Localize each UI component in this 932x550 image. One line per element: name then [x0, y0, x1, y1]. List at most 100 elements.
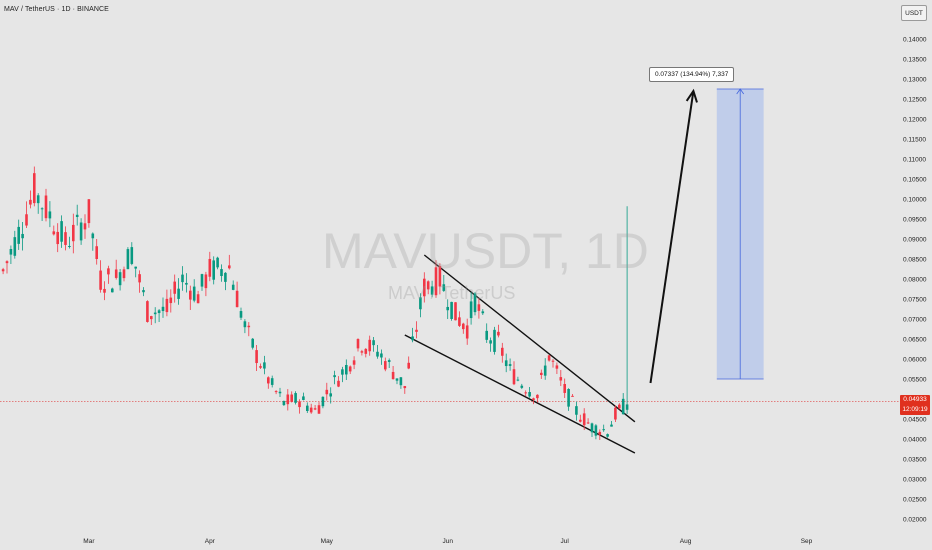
y-tick-label: 0.11500 — [903, 136, 926, 143]
candle — [134, 266, 137, 278]
candle — [181, 266, 184, 291]
candle-body — [345, 365, 348, 375]
candle — [111, 287, 114, 293]
candle — [138, 270, 141, 293]
candle-body — [196, 294, 200, 304]
candle — [68, 236, 71, 249]
x-tick-label: Jun — [442, 538, 453, 545]
candle — [423, 272, 426, 303]
candle-body — [590, 423, 594, 433]
candle — [251, 337, 254, 350]
candle — [87, 199, 91, 228]
candle-body — [294, 393, 297, 403]
candle-body — [403, 386, 407, 389]
candle — [40, 207, 44, 222]
candle-body — [501, 347, 504, 356]
candle-body — [559, 377, 563, 381]
candle-body — [29, 199, 32, 205]
candle — [426, 280, 430, 295]
candle — [465, 318, 469, 345]
candle — [228, 254, 231, 270]
candle-body — [376, 351, 379, 357]
candle — [216, 256, 219, 270]
candle — [462, 322, 465, 334]
candle — [48, 201, 52, 228]
candle-body — [107, 268, 110, 275]
y-tick-label: 0.11000 — [903, 156, 926, 163]
candle-body — [309, 407, 313, 413]
candle-body — [360, 351, 364, 353]
candle — [13, 230, 17, 259]
breakout-arrow-shaft — [649, 90, 695, 384]
candle — [278, 387, 282, 398]
candle — [563, 378, 566, 399]
candle — [610, 421, 613, 427]
candle — [306, 402, 309, 414]
candle — [590, 422, 594, 438]
candle-body — [426, 281, 430, 290]
candle — [91, 232, 95, 251]
y-tick-label: 0.14000 — [903, 36, 927, 43]
candle-body — [298, 401, 301, 408]
candle-body — [243, 321, 247, 328]
candle-body — [142, 290, 145, 293]
candle — [185, 273, 188, 293]
candle — [5, 260, 9, 274]
candle — [473, 292, 477, 316]
candle-body — [216, 257, 219, 268]
candle — [231, 280, 235, 291]
candle — [21, 221, 24, 251]
candle-body — [165, 298, 169, 313]
candle-body — [598, 431, 602, 435]
candle-body — [532, 398, 535, 401]
candle-body — [126, 249, 130, 270]
candle — [450, 301, 453, 321]
candle-body — [341, 369, 344, 375]
candle — [259, 363, 262, 370]
candle — [571, 393, 574, 397]
candle-body — [83, 223, 87, 230]
candle — [83, 214, 87, 239]
candle-body — [415, 329, 418, 332]
candle-body — [465, 325, 469, 339]
y-tick-label: 0.04500 — [903, 416, 927, 423]
candle — [559, 370, 563, 387]
candle — [520, 383, 524, 390]
candle — [1, 267, 5, 275]
candle — [321, 396, 325, 409]
candle-body — [438, 266, 442, 287]
candle-body — [625, 404, 629, 410]
candle-body — [235, 290, 239, 308]
candle-body — [95, 246, 98, 260]
candle-body — [493, 329, 496, 352]
candle-body — [138, 274, 141, 283]
candle-body — [286, 394, 290, 405]
candle-body — [602, 429, 605, 431]
candle-body — [48, 211, 52, 219]
candle-body — [364, 348, 368, 354]
candle-body — [504, 360, 508, 367]
candle-body — [91, 233, 95, 239]
candle-body — [239, 311, 243, 318]
candle — [415, 321, 418, 339]
candle-body — [348, 366, 352, 372]
candle-body — [485, 330, 488, 340]
currency-unit-button[interactable]: USDT — [901, 5, 927, 21]
candle-body — [231, 284, 235, 290]
candle-body — [259, 366, 262, 368]
candle-body — [64, 232, 67, 245]
candle-body — [56, 231, 59, 245]
candle-body — [130, 247, 134, 264]
candle-body — [118, 272, 122, 286]
candle — [430, 280, 434, 298]
candle — [504, 353, 508, 373]
candle-body — [329, 393, 332, 397]
candle-body — [555, 365, 559, 369]
y-tick-label: 0.08000 — [903, 276, 927, 283]
candle-body — [575, 406, 578, 415]
candle-body — [454, 302, 457, 321]
x-tick-label: Apr — [205, 538, 216, 545]
candle-body — [387, 360, 391, 362]
candle — [56, 223, 59, 253]
